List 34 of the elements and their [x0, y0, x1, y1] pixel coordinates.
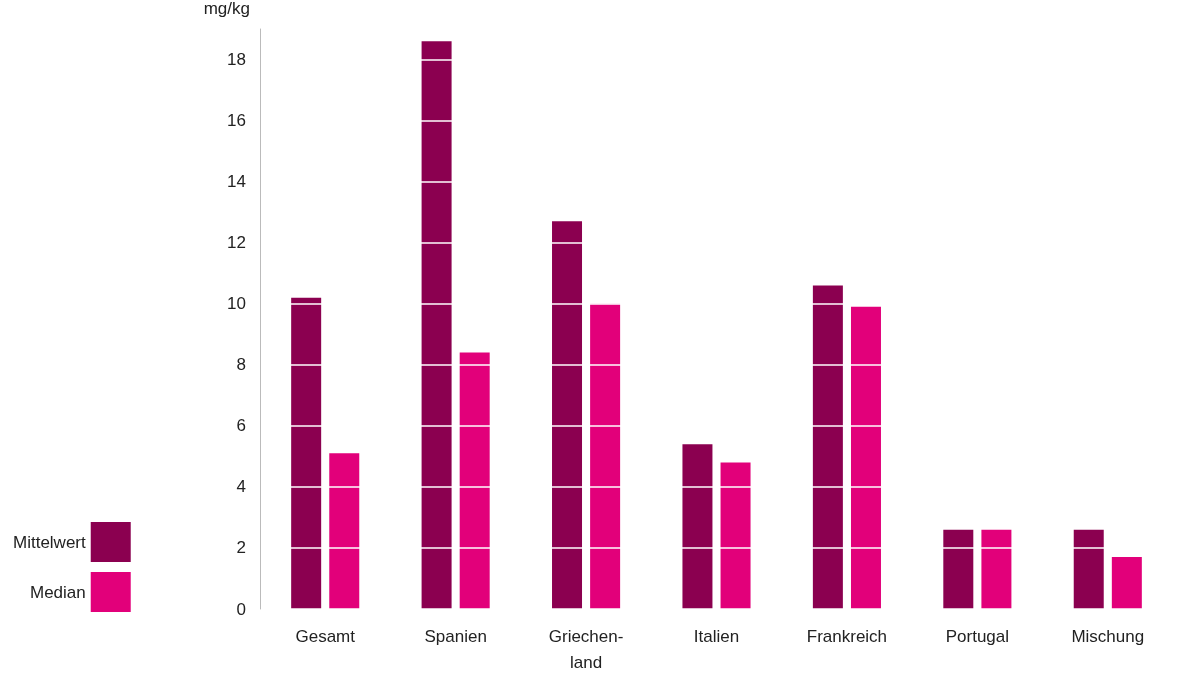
bar — [981, 529, 1012, 609]
bar — [943, 529, 974, 609]
x-tick-label: Mischung — [1071, 626, 1145, 646]
y-tick-label: 0 — [236, 599, 246, 619]
bar — [421, 41, 452, 609]
bar — [329, 453, 360, 609]
x-tick-label: Spanien — [424, 626, 487, 646]
bar — [291, 297, 322, 609]
bar — [682, 444, 713, 609]
x-tick-label: Gesamt — [295, 626, 356, 646]
y-tick-label: 18 — [227, 50, 246, 70]
y-tick-label: 16 — [227, 111, 246, 131]
bar — [720, 462, 751, 609]
bar — [850, 306, 881, 609]
x-tick-label: Griechen- land — [548, 626, 624, 672]
bar — [459, 352, 490, 609]
legend-label: Median — [29, 582, 86, 602]
x-tick-label: Italien — [693, 626, 740, 646]
bar — [1073, 529, 1104, 609]
bar — [812, 285, 843, 609]
bar — [552, 221, 583, 609]
x-tick-label: Portugal — [945, 626, 1010, 646]
bar — [1111, 557, 1142, 609]
y-tick-label: 14 — [227, 172, 246, 192]
x-tick-label: Frankreich — [806, 626, 888, 646]
legend-label: Mittelwert — [13, 532, 87, 552]
bar — [590, 303, 621, 609]
y-tick-label: 10 — [227, 294, 246, 314]
y-tick-label: 6 — [236, 416, 246, 436]
y-tick-label: 2 — [236, 538, 246, 558]
y-tick-label: 12 — [227, 233, 246, 253]
y-tick-label: 4 — [236, 477, 246, 497]
y-tick-label: 8 — [236, 355, 246, 375]
y-axis-title: mg/kg — [203, 0, 250, 18]
